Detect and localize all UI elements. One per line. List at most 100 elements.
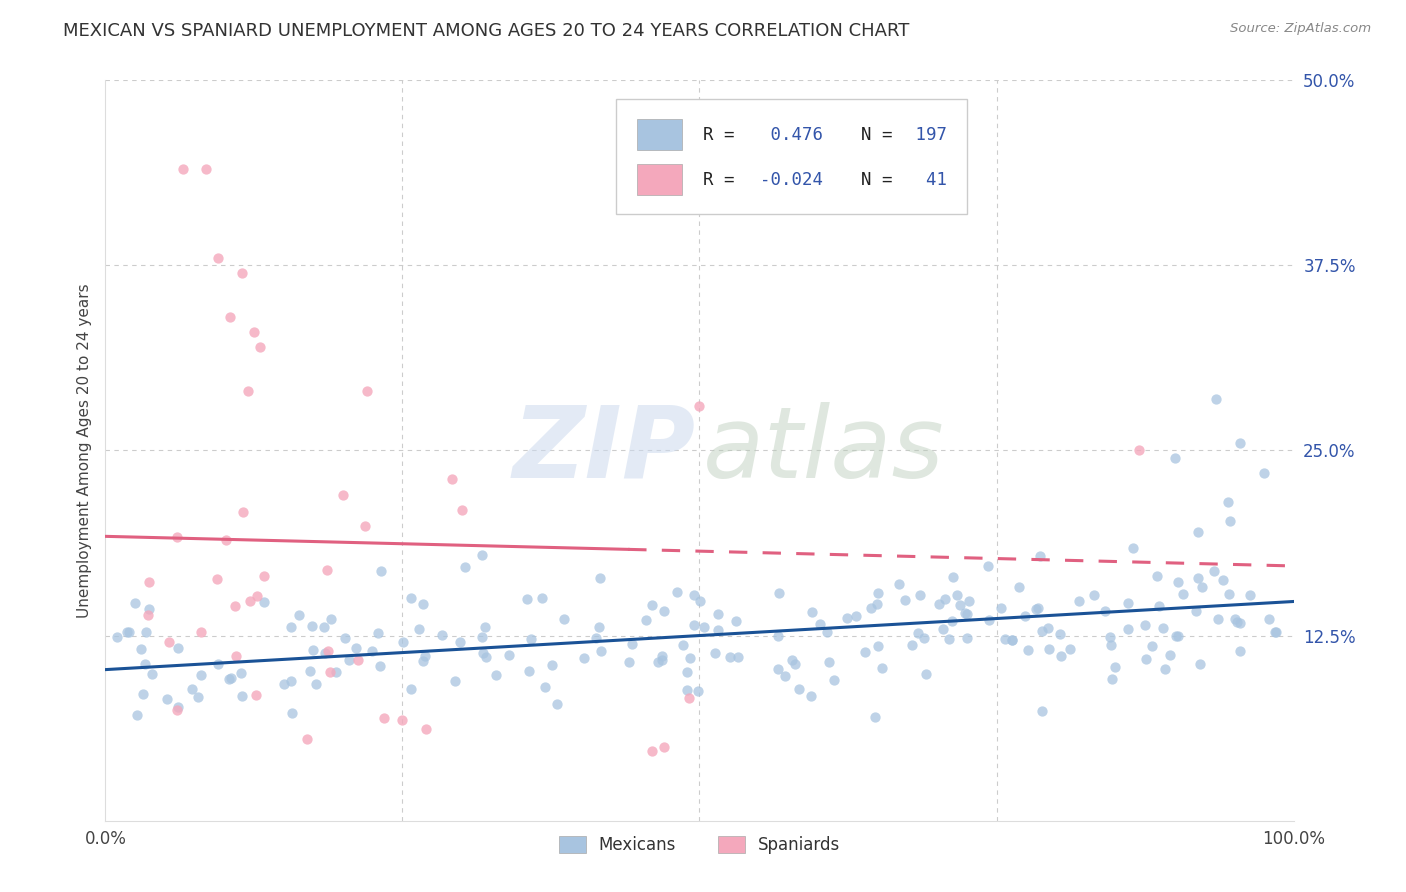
Point: [990, 600, 1012, 615]
Point: [934, 591, 956, 606]
Point: [243, 325, 266, 339]
Point: [1098, 630, 1121, 644]
Text: 197: 197: [905, 126, 948, 144]
Point: [1229, 436, 1251, 450]
Point: [408, 622, 430, 636]
Point: [373, 711, 395, 725]
Point: [107, 630, 129, 644]
Point: [619, 655, 641, 669]
Point: [370, 564, 392, 578]
FancyBboxPatch shape: [637, 164, 682, 195]
Point: [641, 744, 664, 758]
Point: [454, 560, 477, 574]
Point: [853, 645, 876, 659]
FancyBboxPatch shape: [616, 99, 967, 213]
Point: [1185, 604, 1208, 618]
Point: [676, 665, 699, 680]
Point: [225, 648, 247, 663]
Point: [138, 601, 160, 615]
Point: [621, 637, 644, 651]
Point: [1135, 652, 1157, 666]
Point: [232, 505, 254, 519]
Point: [651, 648, 673, 663]
Point: [938, 632, 960, 646]
Point: [815, 624, 838, 639]
Point: [689, 399, 711, 413]
Point: [1167, 629, 1189, 643]
Point: [679, 650, 702, 665]
Point: [768, 586, 790, 600]
Point: [994, 632, 1017, 646]
Point: [314, 646, 336, 660]
Point: [281, 706, 304, 721]
Point: [845, 608, 868, 623]
Point: [707, 623, 730, 637]
Point: [780, 652, 803, 666]
Point: [218, 672, 240, 686]
Point: [693, 620, 716, 634]
Text: R =: R =: [703, 126, 734, 144]
Point: [672, 638, 695, 652]
Point: [932, 622, 955, 636]
Point: [901, 639, 924, 653]
Point: [413, 648, 436, 663]
Point: [319, 665, 342, 679]
Point: [1219, 514, 1241, 528]
Text: -0.024: -0.024: [761, 170, 823, 189]
Point: [773, 669, 796, 683]
Point: [707, 607, 730, 622]
Point: [1152, 621, 1174, 635]
Point: [166, 703, 188, 717]
Point: [157, 634, 180, 648]
Point: [224, 599, 246, 613]
Point: [766, 629, 789, 643]
Point: [860, 600, 883, 615]
Point: [412, 654, 434, 668]
Point: [1038, 621, 1060, 635]
Point: [889, 577, 911, 591]
Point: [942, 570, 965, 584]
Point: [1202, 565, 1225, 579]
Point: [956, 632, 979, 646]
FancyBboxPatch shape: [637, 120, 682, 150]
Point: [138, 574, 160, 589]
Point: [1164, 450, 1187, 465]
Point: [837, 611, 859, 625]
Point: [474, 650, 496, 665]
Point: [391, 713, 413, 727]
Point: [1059, 642, 1081, 657]
Point: [894, 592, 917, 607]
Point: [800, 689, 823, 703]
Point: [471, 548, 494, 562]
Point: [187, 690, 209, 704]
Point: [215, 533, 238, 548]
Point: [361, 644, 384, 658]
Point: [912, 631, 935, 645]
Text: 0.476: 0.476: [761, 126, 823, 144]
Point: [1187, 524, 1209, 539]
Point: [1205, 392, 1227, 406]
Point: [297, 732, 319, 747]
Point: [156, 692, 179, 706]
Point: [236, 384, 259, 399]
Point: [470, 630, 492, 644]
Point: [1188, 657, 1211, 672]
Point: [135, 624, 157, 639]
Point: [585, 631, 607, 645]
Point: [219, 671, 242, 685]
Point: [908, 588, 931, 602]
Point: [1226, 615, 1249, 629]
Point: [1025, 602, 1047, 616]
Point: [1099, 638, 1122, 652]
Point: [1094, 604, 1116, 618]
Point: [1264, 625, 1286, 640]
Point: [689, 594, 711, 608]
Point: [810, 616, 832, 631]
Point: [238, 594, 260, 608]
Point: [589, 571, 612, 585]
Point: [957, 594, 980, 608]
Point: [553, 612, 575, 626]
Point: [768, 662, 790, 676]
Point: [190, 668, 212, 682]
Point: [298, 664, 321, 678]
